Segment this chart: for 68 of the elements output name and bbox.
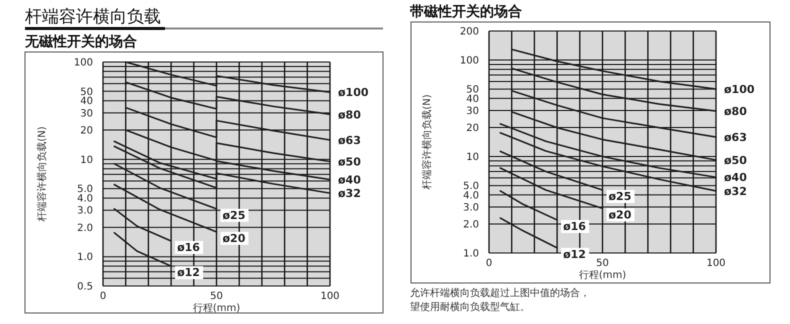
line-series (510, 90, 717, 138)
y-tick-label: 20 (80, 126, 93, 137)
x-tick-label: 0 (486, 258, 492, 269)
y-tick-label: 100 (74, 58, 93, 68)
series-label: ø50 (724, 154, 748, 168)
y-tick-label: 1.0 (463, 248, 479, 260)
y-tick-label: 3.0 (463, 202, 479, 214)
line-series (510, 48, 717, 90)
y-tick-label: 10 (80, 154, 93, 166)
line-series (124, 106, 331, 141)
series-label: ø63 (338, 134, 361, 148)
series-label: ø16 (563, 220, 586, 233)
y-tick-label: 10 (466, 152, 479, 164)
series-label: ø80 (338, 108, 362, 122)
series-label: ø25 (608, 190, 632, 203)
series-label: ø40 (724, 171, 748, 184)
y-tick-label: 4.0 (463, 190, 479, 202)
series-label: ø40 (338, 174, 362, 187)
series-label: ø20 (222, 232, 246, 245)
x-axis-title: 行程(mm) (578, 270, 626, 281)
y-tick-label: 2.0 (463, 219, 479, 230)
line-series (124, 61, 331, 93)
line-series (500, 123, 717, 178)
series-label: ø12 (177, 266, 200, 280)
x-axis-title: 行程(mm) (192, 303, 240, 314)
y-tick-label: 40 (80, 96, 93, 108)
x-tick-label: 0 (100, 291, 106, 302)
series-label: ø63 (724, 131, 747, 144)
series-label: ø32 (338, 187, 361, 200)
series-label: ø50 (338, 156, 362, 169)
x-tick-label: 50 (596, 258, 609, 269)
y-axis-title: 杆端容许横向负载(N) (36, 126, 48, 223)
series-label: ø12 (563, 248, 586, 261)
line-series (510, 111, 717, 161)
x-tick-label: 100 (320, 291, 340, 302)
y-tick-label: 1.0 (77, 252, 93, 264)
y-tick-label: 5.0 (463, 181, 479, 192)
y-tick-label: 5.0 (77, 184, 93, 196)
y-tick-label: 50 (466, 84, 479, 96)
series-label: ø80 (724, 105, 748, 118)
line-series (500, 132, 717, 192)
y-tick-label: 4.0 (77, 194, 93, 205)
series-label: ø25 (222, 208, 246, 222)
y-tick-label: 20 (466, 122, 479, 134)
series-label: ø100 (338, 86, 369, 100)
text: 望使用耐横向负载型气缸。 (410, 301, 530, 313)
y-tick-label: 3.0 (77, 206, 93, 217)
series-label: ø32 (724, 184, 747, 198)
y-tick-label: 200 (460, 26, 479, 38)
chart-subtitle: 无磁性开关的场合 (24, 33, 137, 50)
y-tick-label: 100 (460, 56, 479, 67)
chart-title: 带磁性开关的场合 (410, 3, 522, 20)
series-label: ø100 (724, 83, 755, 96)
x-tick-label: 100 (706, 258, 726, 269)
chart-title: 杆端容许横向负载 (24, 7, 161, 27)
series-label: ø16 (177, 240, 200, 254)
y-tick-label: 30 (466, 106, 479, 117)
y-tick-label: 40 (466, 94, 479, 105)
y-tick-label: 30 (80, 108, 93, 120)
text: 允许杆端横向负载超过上图中值的场合， (410, 287, 590, 299)
series-label: ø20 (608, 208, 632, 222)
line-series (124, 81, 331, 116)
x-tick-label: 50 (210, 291, 223, 302)
y-tick-label: 2.0 (77, 222, 93, 234)
y-tick-label: 0.5 (77, 282, 93, 292)
y-axis-title: 杆端容许横向负载(N) (421, 94, 433, 191)
y-tick-label: 50 (80, 86, 93, 98)
line-series (510, 68, 717, 112)
